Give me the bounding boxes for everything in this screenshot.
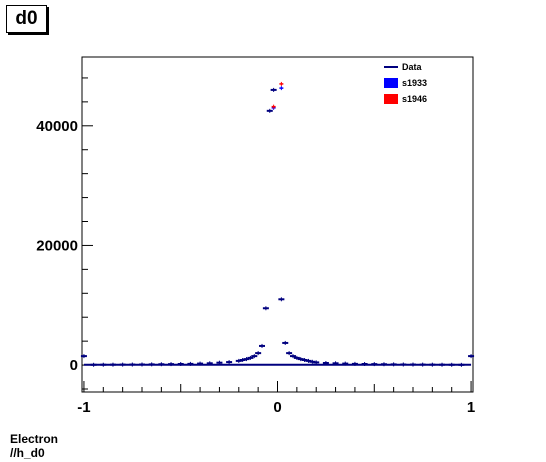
s1946-point bbox=[271, 104, 276, 109]
data-point bbox=[278, 297, 285, 302]
data-point bbox=[243, 357, 250, 362]
data-point bbox=[468, 354, 475, 359]
data-point bbox=[247, 355, 254, 360]
data-marks bbox=[80, 81, 475, 367]
data-point bbox=[270, 87, 277, 92]
data-point bbox=[251, 354, 258, 359]
data-point bbox=[266, 108, 273, 113]
y-tick-label: 0 bbox=[70, 357, 78, 374]
data-point bbox=[262, 306, 269, 311]
x-tick-label: -1 bbox=[77, 399, 90, 416]
data-point bbox=[259, 343, 266, 348]
legend-swatch-box bbox=[384, 94, 398, 104]
plot-frame bbox=[81, 56, 474, 393]
legend-swatch-box bbox=[384, 78, 398, 88]
legend-label: s1933 bbox=[402, 78, 427, 88]
s1946-point bbox=[279, 81, 284, 86]
x-tick-label: 1 bbox=[467, 399, 475, 416]
legend-entry: Data bbox=[384, 62, 423, 72]
data-point bbox=[226, 360, 233, 365]
footer-label: Electron bbox=[10, 432, 59, 446]
tick-labels: -1 0 1 0 20000 40000 bbox=[36, 118, 475, 416]
legend-label: s1946 bbox=[402, 94, 427, 104]
y-tick-label: 20000 bbox=[36, 237, 78, 254]
footer-path: //h_d0 bbox=[10, 446, 45, 460]
data-point bbox=[282, 340, 289, 345]
legend-label: Data bbox=[402, 62, 423, 72]
data-point bbox=[293, 355, 300, 360]
data-point bbox=[289, 354, 296, 359]
legend: Data s1933 s1946 bbox=[384, 62, 427, 104]
data-point bbox=[80, 354, 87, 359]
data-point bbox=[286, 351, 293, 356]
chart-title: d0 bbox=[6, 5, 47, 33]
x-tick-label: 0 bbox=[273, 399, 281, 416]
legend-entry: s1946 bbox=[384, 94, 427, 104]
data-point bbox=[255, 351, 262, 356]
s1933-point bbox=[279, 86, 284, 91]
legend-entry: s1933 bbox=[384, 78, 427, 88]
axis-ticks bbox=[82, 77, 472, 392]
y-tick-label: 40000 bbox=[36, 118, 78, 135]
